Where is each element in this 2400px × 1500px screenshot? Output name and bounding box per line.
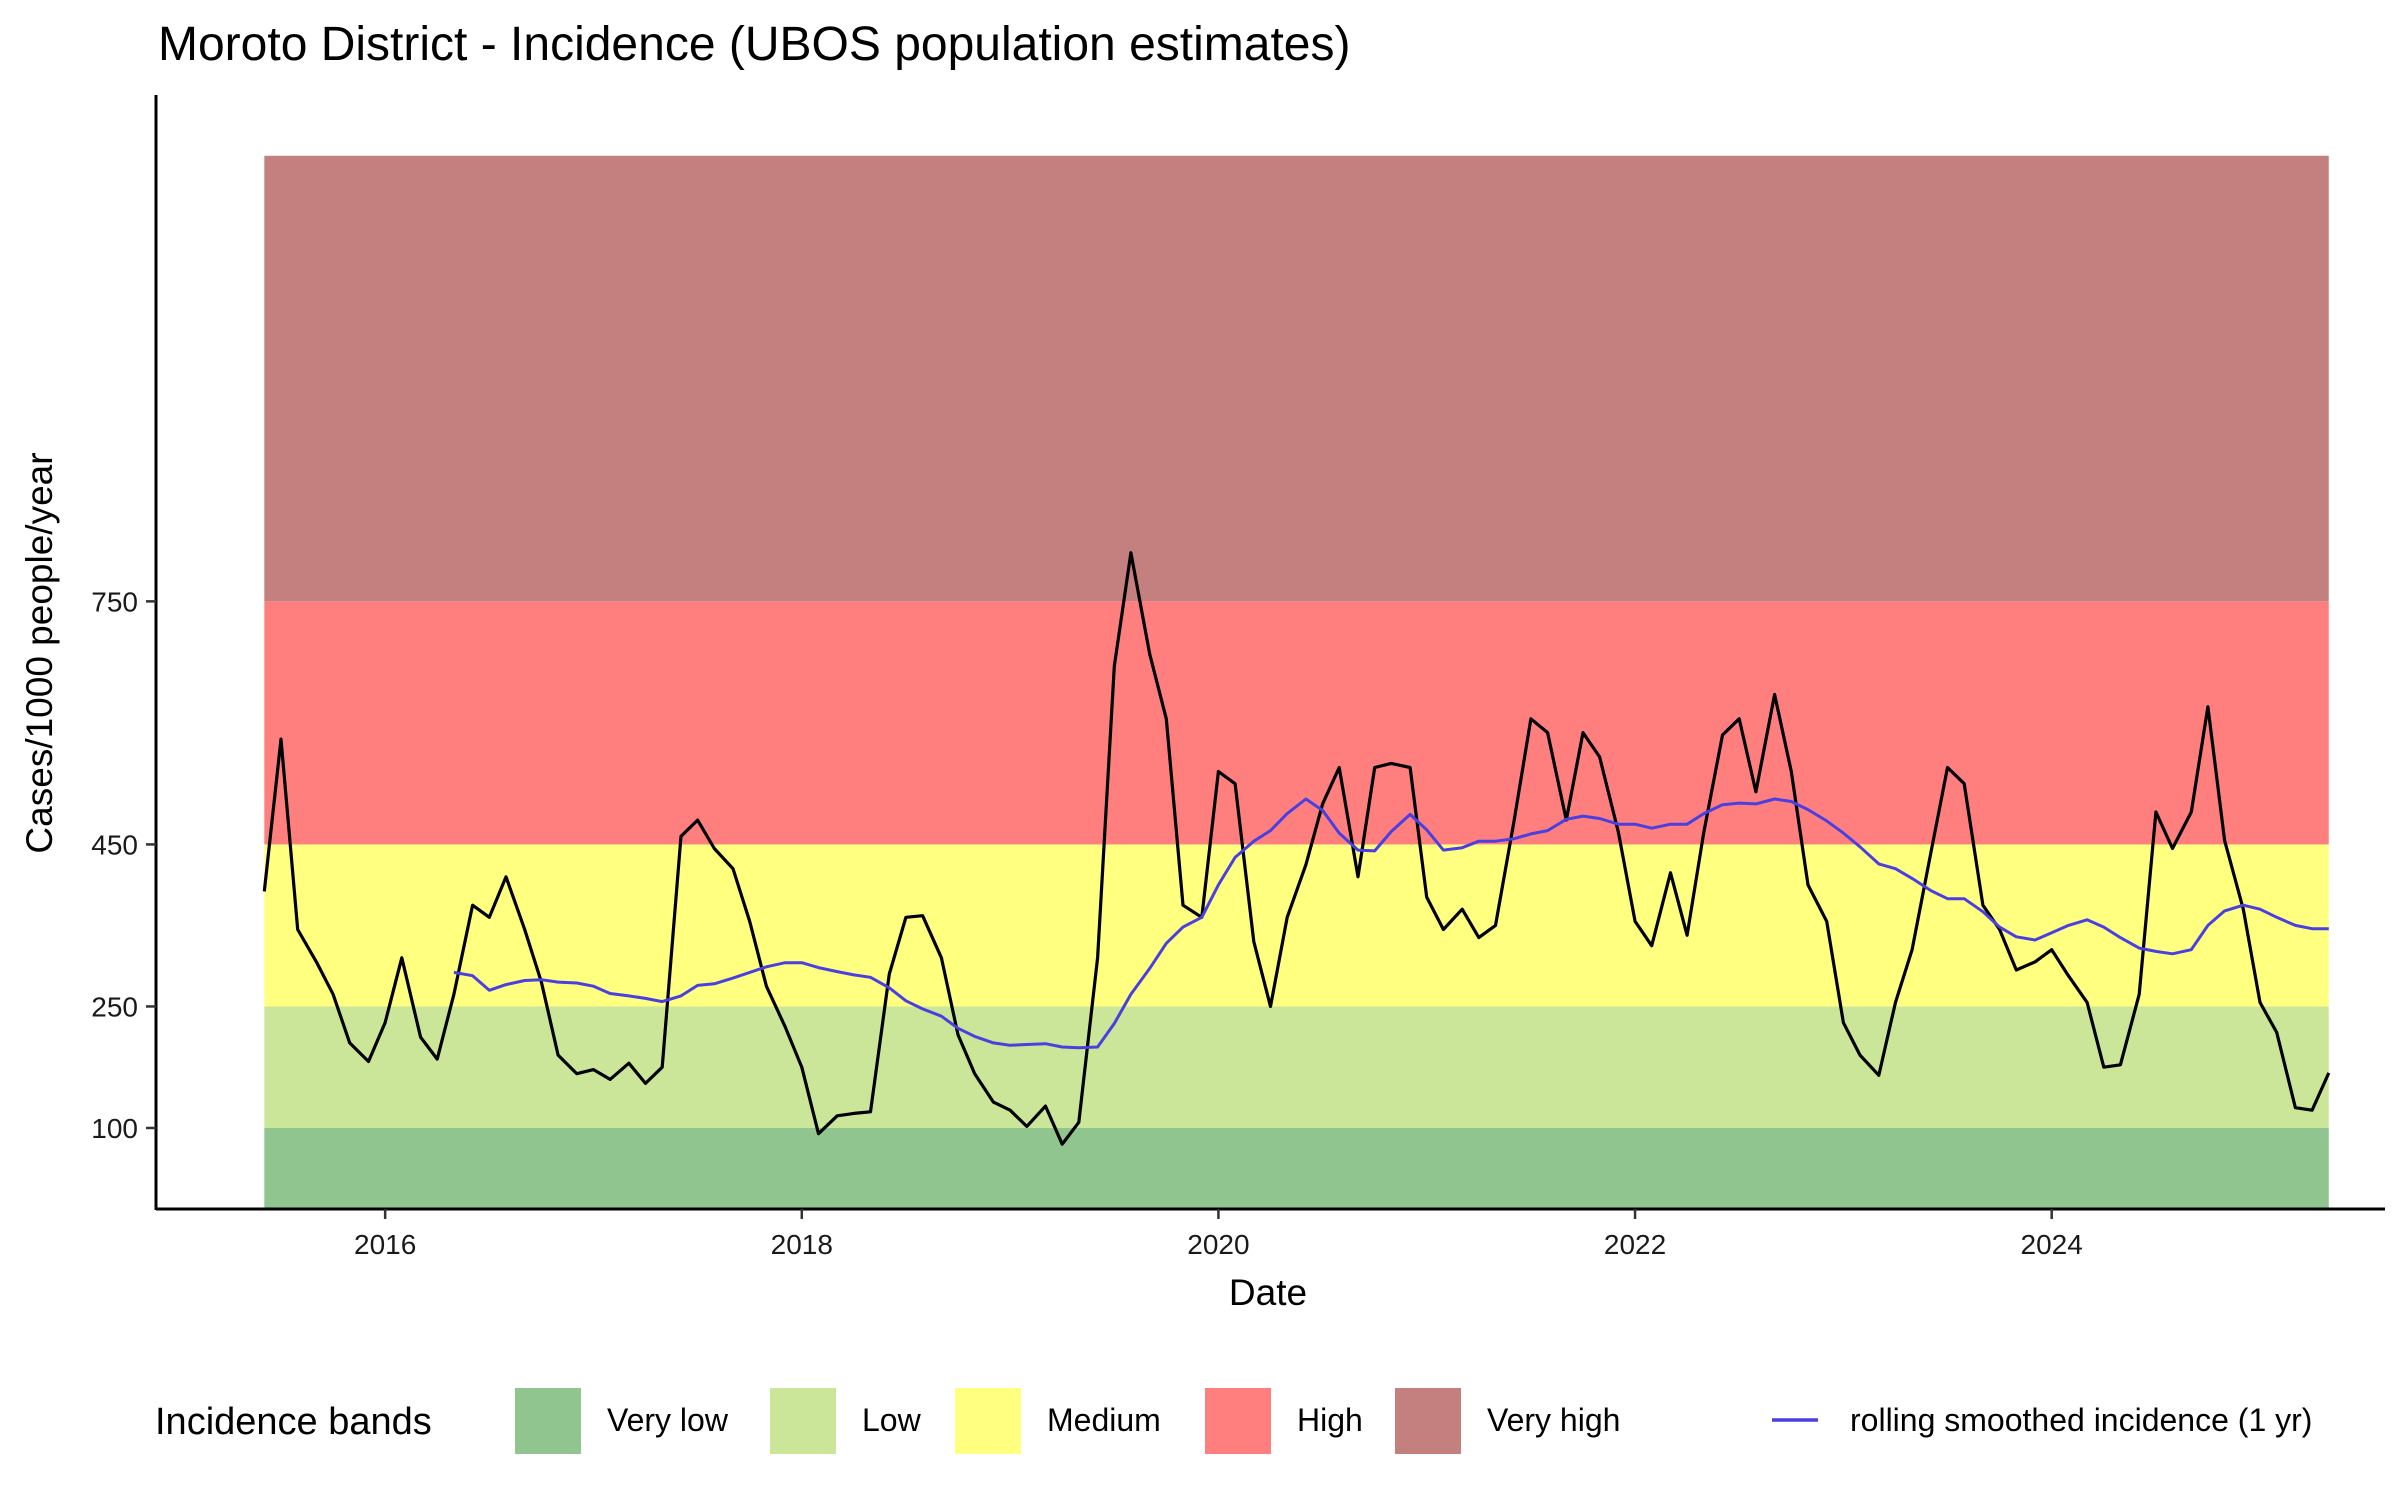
band-low <box>264 1006 2329 1128</box>
legend-label: Medium <box>1047 1402 1161 1438</box>
legend: Incidence bands Very low Low Medium High Ver… <box>155 1388 2312 1454</box>
y-tick-label: 100 <box>91 1113 138 1144</box>
legend-key-medium <box>955 1388 1021 1454</box>
legend-label: Very high <box>1487 1402 1620 1438</box>
x-tick-label: 2018 <box>771 1229 833 1260</box>
band-high <box>264 601 2329 845</box>
x-tick-label: 2016 <box>354 1229 416 1260</box>
y-tick-label: 250 <box>91 991 138 1022</box>
incidence-line <box>262 551 2331 1146</box>
series-lines <box>262 551 2331 1146</box>
legend-title: Incidence bands <box>155 1401 432 1443</box>
x-ticks: 2016 2018 2020 2022 2024 <box>354 1209 2083 1260</box>
x-axis-title: Date <box>1229 1272 1307 1313</box>
legend-line-label: rolling smoothed incidence (1 yr) <box>1850 1402 2312 1438</box>
x-tick-label: 2022 <box>1604 1229 1666 1260</box>
incidence-bands <box>264 155 2329 1209</box>
legend-key-low <box>770 1388 836 1454</box>
legend-label: Low <box>862 1402 922 1438</box>
x-tick-label: 2020 <box>1187 1229 1249 1260</box>
legend-items: Very low Low Medium High Very high <box>515 1388 1620 1454</box>
band-medium <box>264 844 2329 1007</box>
y-tick-label: 450 <box>91 829 138 860</box>
band-very-low <box>264 1127 2329 1209</box>
band-very-high <box>264 155 2329 602</box>
legend-label: High <box>1297 1402 1363 1438</box>
y-ticks: 100 250 450 750 <box>91 586 156 1144</box>
legend-key-very-low <box>515 1388 581 1454</box>
y-axis-title: Cases/1000 people/year <box>19 452 60 853</box>
rolling-smoothed-line <box>453 797 2329 1050</box>
legend-label: Very low <box>607 1402 729 1438</box>
x-tick-label: 2024 <box>2021 1229 2083 1260</box>
legend-key-high <box>1205 1388 1271 1454</box>
y-tick-label: 750 <box>91 586 138 617</box>
chart-title: Moroto District - Incidence (UBOS popula… <box>158 18 1350 71</box>
legend-key-very-high <box>1395 1388 1461 1454</box>
